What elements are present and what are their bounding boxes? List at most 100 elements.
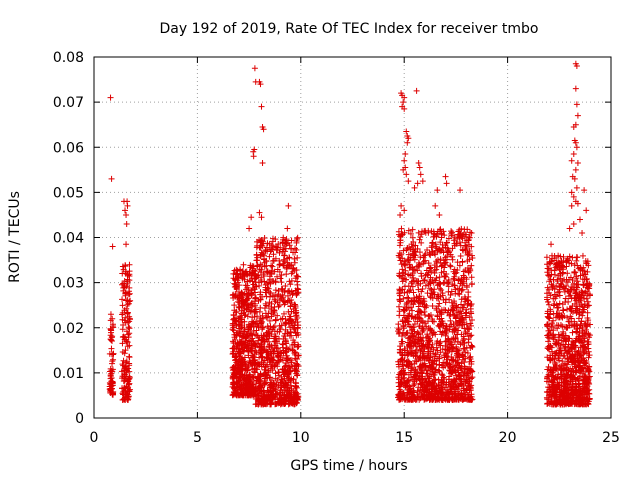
data-point — [404, 294, 411, 301]
data-point — [121, 377, 128, 384]
data-point — [276, 348, 283, 355]
data-point — [295, 363, 302, 370]
data-point — [266, 359, 273, 366]
data-point — [277, 400, 284, 407]
data-point — [584, 309, 591, 316]
data-point — [545, 301, 552, 308]
data-point — [571, 287, 578, 294]
data-point — [126, 330, 133, 337]
data-point — [250, 391, 257, 398]
data-point — [586, 373, 593, 380]
data-point — [107, 375, 114, 382]
data-point — [236, 313, 243, 320]
data-point — [558, 387, 565, 394]
data-point — [449, 306, 456, 313]
data-point — [438, 307, 445, 314]
data-point — [236, 292, 243, 299]
data-point — [439, 329, 446, 336]
data-point — [427, 265, 434, 272]
data-point — [554, 276, 561, 283]
data-point — [122, 389, 129, 396]
data-point — [574, 200, 581, 207]
data-point — [560, 307, 567, 314]
data-point — [579, 380, 586, 387]
y-axis-label: ROTI / TECUs — [7, 191, 23, 283]
data-point — [412, 372, 419, 379]
data-point — [233, 332, 240, 339]
data-point — [563, 323, 570, 330]
data-point — [463, 376, 470, 383]
data-point — [430, 346, 437, 353]
data-point — [239, 385, 246, 392]
data-point — [421, 228, 428, 235]
data-point — [544, 366, 551, 373]
data-point — [438, 371, 445, 378]
data-point — [429, 315, 436, 322]
data-point — [396, 270, 403, 277]
data-point — [122, 263, 129, 270]
data-point — [295, 331, 302, 338]
data-point — [564, 306, 571, 313]
data-point — [564, 270, 571, 277]
data-point — [581, 344, 588, 351]
data-point — [443, 239, 450, 246]
data-point — [458, 375, 465, 382]
data-point — [456, 226, 463, 233]
data-point — [573, 184, 580, 191]
data-point — [270, 357, 277, 364]
data-point — [409, 272, 416, 279]
data-point — [573, 144, 580, 151]
data-point — [582, 401, 589, 408]
data-point — [464, 226, 471, 233]
data-point — [463, 306, 470, 313]
data-point — [579, 312, 586, 319]
data-point — [286, 278, 293, 285]
data-point — [285, 297, 292, 304]
data-point — [544, 389, 551, 396]
data-point — [446, 312, 453, 319]
data-point — [545, 396, 552, 403]
data-point — [108, 345, 115, 352]
data-point — [257, 320, 264, 327]
data-point — [422, 311, 429, 318]
data-point — [123, 241, 130, 248]
data-point — [121, 350, 128, 357]
data-point — [230, 311, 237, 318]
data-point — [265, 325, 272, 332]
data-point — [252, 294, 259, 301]
data-point — [286, 254, 293, 261]
data-point — [570, 390, 577, 397]
data-point — [467, 396, 474, 403]
data-point — [286, 287, 293, 294]
data-point — [585, 338, 592, 345]
data-point — [562, 285, 569, 292]
data-point — [284, 356, 291, 363]
data-point — [438, 234, 445, 241]
data-point — [256, 389, 263, 396]
y-tick-label: 0.06 — [53, 140, 84, 156]
data-point — [274, 400, 281, 407]
data-point — [280, 335, 287, 342]
data-point — [558, 362, 565, 369]
data-point — [122, 314, 129, 321]
data-point — [582, 260, 589, 267]
data-point — [120, 287, 127, 294]
data-point — [581, 335, 588, 342]
data-point — [560, 284, 567, 291]
data-point — [423, 378, 430, 385]
data-point — [411, 256, 418, 263]
data-point — [586, 363, 593, 370]
data-point — [276, 261, 283, 268]
data-point — [551, 392, 558, 399]
data-point — [289, 265, 296, 272]
grid-lines — [94, 57, 611, 418]
data-point — [252, 268, 259, 275]
data-point — [230, 381, 237, 388]
data-point — [460, 353, 467, 360]
data-point — [439, 292, 446, 299]
data-point — [396, 254, 403, 261]
data-point — [580, 377, 587, 384]
data-point — [448, 230, 455, 237]
data-point — [451, 327, 458, 334]
